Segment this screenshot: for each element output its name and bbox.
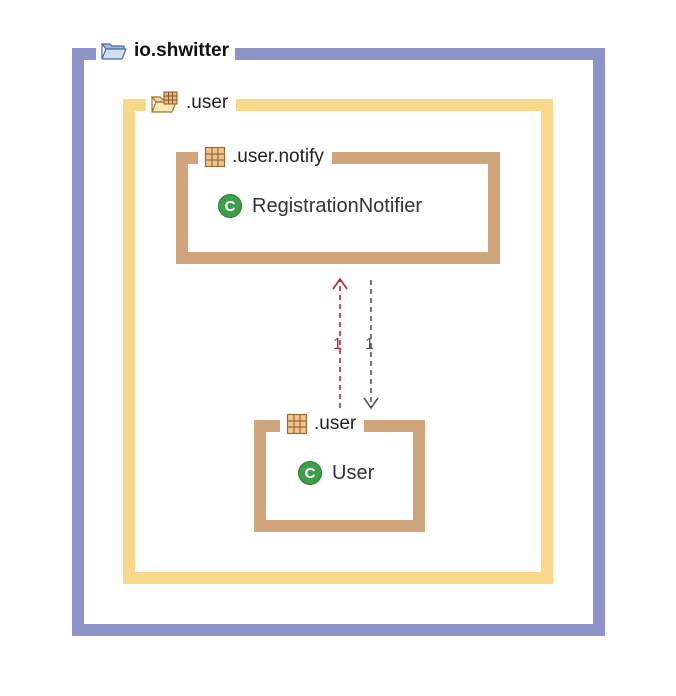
class-user[interactable]: C User bbox=[298, 461, 374, 485]
multiplicity-label: 1 bbox=[333, 336, 342, 353]
package-label-user-notify[interactable]: .user.notify bbox=[198, 144, 332, 170]
package-name: .user bbox=[186, 92, 229, 113]
package-name: .user.notify bbox=[232, 146, 324, 167]
package-name: .user bbox=[314, 413, 357, 434]
class-icon: C bbox=[298, 461, 322, 485]
class-name: User bbox=[332, 461, 375, 484]
package-user[interactable] bbox=[123, 99, 553, 584]
package-name: io.shwitter bbox=[134, 40, 230, 61]
multiplicity-label: 1 bbox=[365, 336, 374, 353]
open-folder-icon bbox=[100, 43, 127, 60]
class-name: RegistrationNotifier bbox=[252, 194, 423, 217]
package-label-user-inner[interactable]: .user bbox=[280, 411, 365, 437]
class-registration-notifier[interactable]: C RegistrationNotifier bbox=[218, 194, 422, 218]
package-icon bbox=[286, 413, 308, 435]
dependency-notifier-to-user[interactable]: 1 bbox=[363, 280, 379, 410]
dependency-user-to-notifier[interactable]: 1 bbox=[332, 277, 348, 408]
class-icon: C bbox=[218, 194, 242, 218]
package-label-user[interactable]: .user bbox=[146, 90, 237, 116]
package-icon bbox=[204, 146, 226, 168]
open-package-folder-icon bbox=[150, 91, 178, 113]
package-label-io-shwitter[interactable]: io.shwitter bbox=[96, 38, 236, 64]
